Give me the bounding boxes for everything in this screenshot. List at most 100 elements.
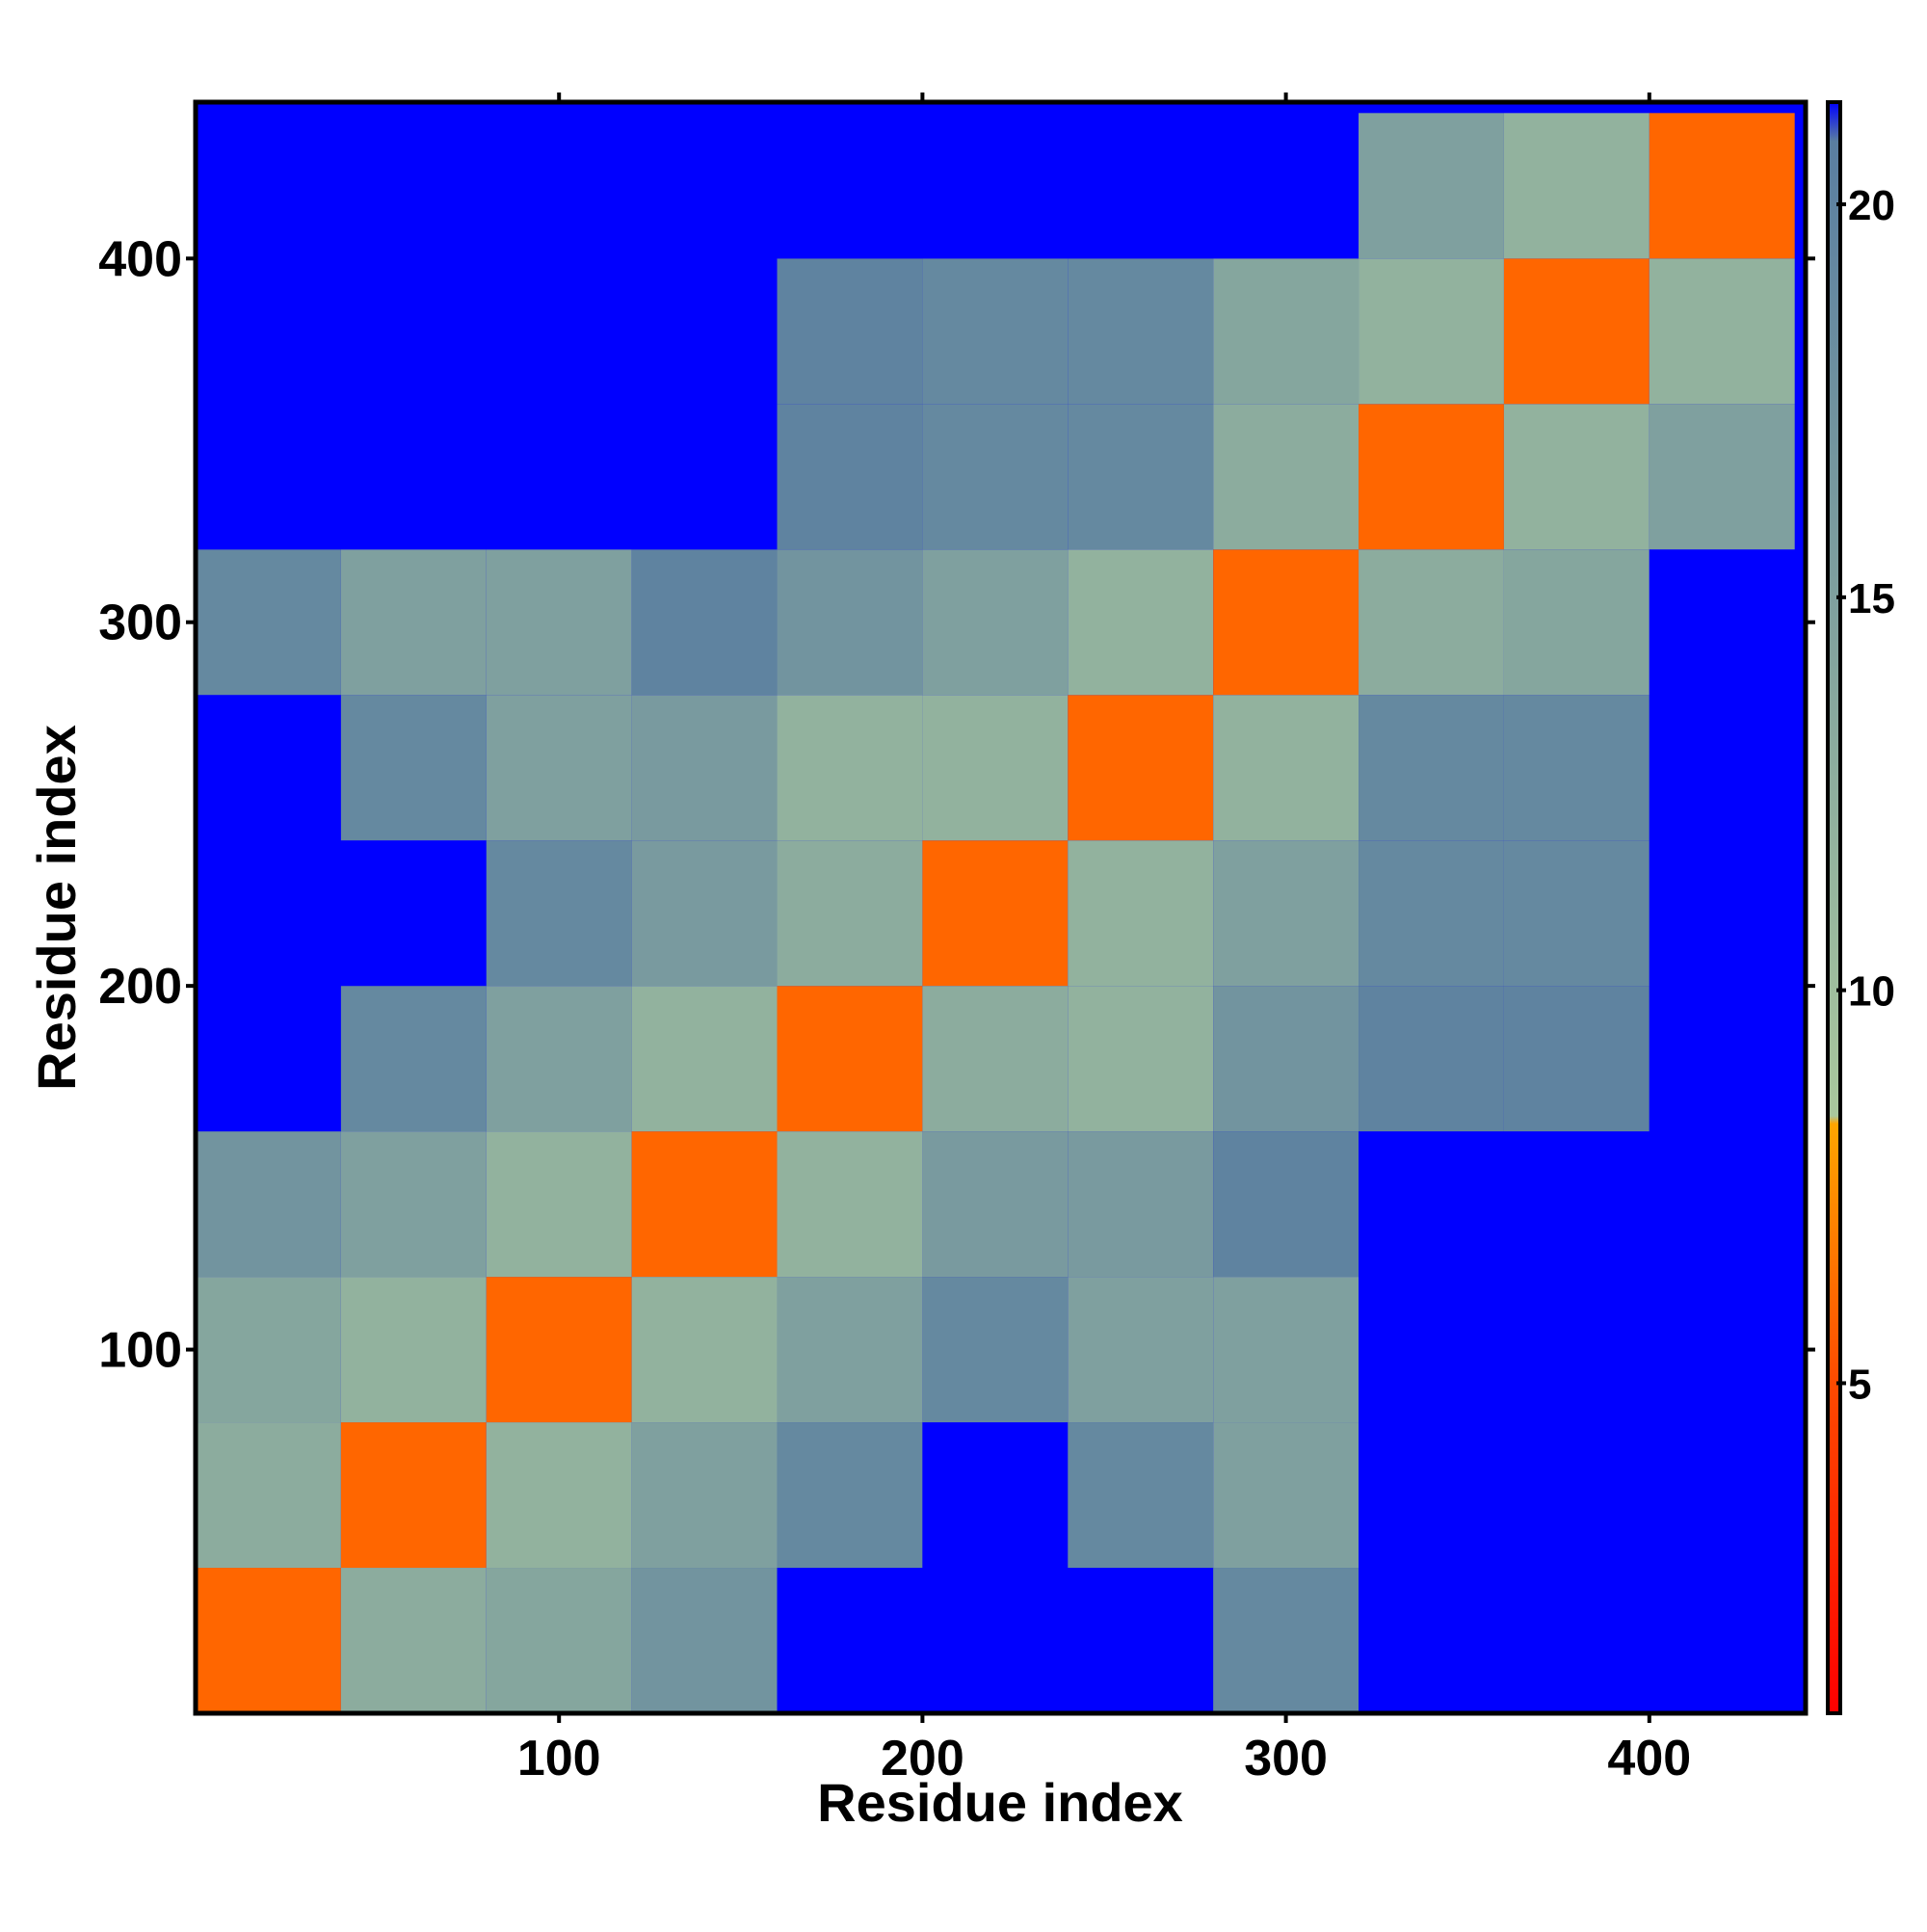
heatmap-cell <box>1649 404 1795 550</box>
heatmap-cell <box>1649 986 1795 1132</box>
heatmap-cell <box>340 986 487 1132</box>
heatmap-cell <box>777 986 923 1132</box>
heatmap-cell <box>1649 258 1795 405</box>
heatmap-cell <box>196 1568 341 1713</box>
heatmap-cells <box>196 102 1806 1713</box>
heatmap-cell <box>1359 113 1504 259</box>
heatmap-cell <box>1503 1131 1650 1278</box>
heatmap-cell <box>486 1131 632 1278</box>
heatmap-cell <box>1068 986 1214 1132</box>
heatmap-cell <box>1068 840 1214 987</box>
heatmap-cell <box>1359 258 1504 405</box>
heatmap-cell <box>1503 1568 1650 1713</box>
heatmap-cell <box>922 1131 1069 1278</box>
heatmap-cell <box>340 113 487 259</box>
heatmap-cell <box>1068 1422 1214 1569</box>
heatmap-cell <box>777 113 923 259</box>
heatmap-cell <box>1503 549 1650 696</box>
heatmap-cell <box>777 258 923 405</box>
heatmap-cell <box>340 1131 487 1278</box>
heatmap-cell <box>1359 695 1504 841</box>
heatmap-cell <box>1649 549 1795 696</box>
heatmap-cell <box>1649 695 1795 841</box>
heatmap-cell <box>486 404 632 550</box>
y-axis-title: Residue index <box>26 725 87 1091</box>
heatmap-cell <box>196 1422 341 1569</box>
colorbar <box>1826 100 1842 1715</box>
heatmap-cell <box>1213 1277 1359 1423</box>
heatmap-cell <box>631 1277 778 1423</box>
heatmap-cell <box>1649 1568 1795 1713</box>
heatmap-cell <box>922 1568 1069 1713</box>
heatmap-cell <box>1649 840 1795 987</box>
heatmap-cell <box>1649 1277 1795 1423</box>
heatmap-cell <box>340 1568 487 1713</box>
x-tick-label: 400 <box>1607 1731 1691 1786</box>
heatmap-cell <box>631 1131 778 1278</box>
heatmap-cell <box>196 1277 341 1423</box>
heatmap-cell <box>631 840 778 987</box>
heatmap-cell <box>922 840 1069 987</box>
heatmap-cell <box>631 695 778 841</box>
heatmap-cell <box>1503 1422 1650 1569</box>
heatmap-cell <box>922 1277 1069 1423</box>
heatmap-cell <box>1503 113 1650 259</box>
heatmap-cell <box>922 549 1069 696</box>
heatmap-cell <box>777 840 923 987</box>
heatmap-cell <box>1359 404 1504 550</box>
heatmap-cell <box>486 113 632 259</box>
heatmap-cell <box>340 549 487 696</box>
colorbar-tick-label: 5 <box>1848 1361 1871 1408</box>
heatmap-cell <box>777 404 923 550</box>
colorbar-tick-label: 10 <box>1848 968 1895 1016</box>
heatmap-cell <box>1213 1131 1359 1278</box>
heatmap-cell <box>631 1422 778 1569</box>
heatmap-cell <box>1068 113 1214 259</box>
heatmap-cell <box>1068 549 1214 696</box>
heatmap-cell <box>777 549 923 696</box>
heatmap-cell <box>196 549 341 696</box>
heatmap-cell <box>486 549 632 696</box>
heatmap-cell <box>196 113 341 259</box>
heatmap-cell <box>631 404 778 550</box>
heatmap-cell <box>1213 1422 1359 1569</box>
y-tick-label: 400 <box>98 231 182 287</box>
y-tick-label: 200 <box>98 959 182 1015</box>
heatmap-cell <box>631 986 778 1132</box>
heatmap-cell <box>1213 258 1359 405</box>
heatmap-cell <box>1068 258 1214 405</box>
heatmap-cell <box>922 986 1069 1132</box>
heatmap-cell <box>340 840 487 987</box>
x-tick-label: 200 <box>881 1731 964 1786</box>
heatmap-cell <box>777 695 923 841</box>
heatmap-cell <box>1068 695 1214 841</box>
heatmap-cell <box>340 404 487 550</box>
heatmap-cell <box>631 258 778 405</box>
heatmap-cell <box>196 840 341 987</box>
heatmap-cell <box>631 113 778 259</box>
heatmap-cell <box>1213 549 1359 696</box>
heatmap-cell <box>196 1131 341 1278</box>
heatmap-cell <box>1068 1568 1214 1713</box>
heatmap-cell <box>1213 404 1359 550</box>
heatmap-cell <box>922 258 1069 405</box>
heatmap-cell <box>1213 1568 1359 1713</box>
heatmap-cell <box>340 695 487 841</box>
heatmap-cell <box>1503 1277 1650 1423</box>
y-tick-label: 100 <box>98 1323 182 1379</box>
heatmap-cell <box>777 1422 923 1569</box>
heatmap-cell <box>1649 113 1795 259</box>
heatmap-cell <box>1649 1422 1795 1569</box>
heatmap-cell <box>196 986 341 1132</box>
heatmap-cell <box>777 1131 923 1278</box>
heatmap-cell <box>340 1422 487 1569</box>
heatmap-cell <box>631 1568 778 1713</box>
heatmap-cell <box>1359 986 1504 1132</box>
heatmap-cell <box>486 1568 632 1713</box>
heatmap-cell <box>1359 1277 1504 1423</box>
heatmap-cell <box>196 404 341 550</box>
heatmap-cell <box>486 840 632 987</box>
heatmap-cell <box>1359 549 1504 696</box>
